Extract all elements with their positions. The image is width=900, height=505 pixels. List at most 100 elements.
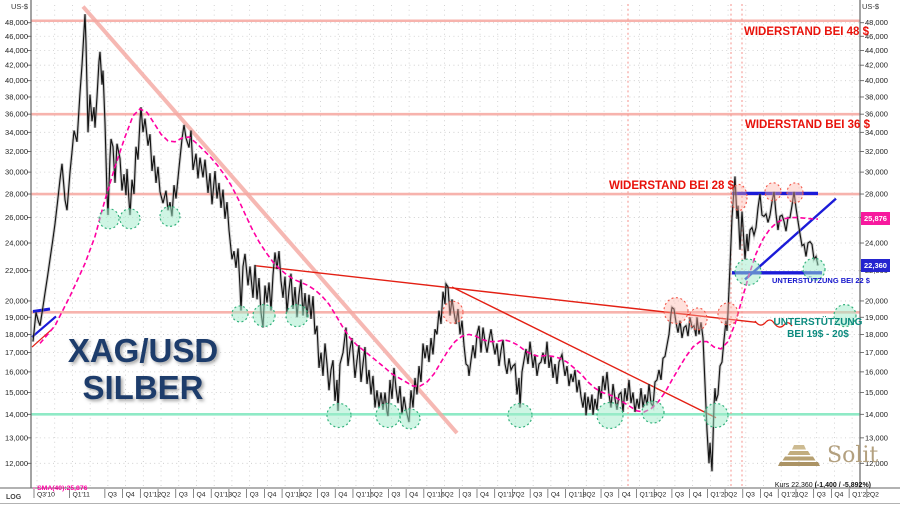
- support-19-20-label: UNTERSTÜTZUNG BEI 19$ - 20$: [773, 317, 863, 340]
- support-touch-circle: [399, 408, 421, 430]
- x-axis-label: Q2: [161, 492, 170, 499]
- support-touch-circle: [703, 402, 729, 429]
- top-touch-circle: [688, 307, 708, 331]
- x-axis-label: Q3: [604, 492, 613, 499]
- instrument-title-name: SILBER: [82, 369, 204, 406]
- y-axis-label-right: 17,000: [865, 348, 888, 357]
- top-touch-circle: [442, 300, 464, 324]
- y-axis-label-right: 34,000: [865, 128, 888, 137]
- x-axis-label: Q1'16: [427, 492, 445, 499]
- trendline-1: [254, 264, 757, 324]
- x-axis-label: Q2: [728, 492, 737, 499]
- x-axis-label: Q3: [108, 492, 117, 499]
- y-axis-label-left: 36,000: [5, 110, 28, 119]
- y-axis-label-right: 20,000: [865, 296, 888, 305]
- x-axis-label: Q1'13: [214, 492, 232, 499]
- top-touch-circle: [717, 302, 739, 326]
- solit-wordmark: Solit: [827, 442, 879, 468]
- x-axis-label: Q1'19: [639, 492, 657, 499]
- trendline-squiggle: [754, 319, 793, 328]
- x-axis-label: Q1'14: [285, 492, 303, 499]
- support-touch-circle: [231, 305, 249, 323]
- y-axis-label-right: 18,000: [865, 330, 888, 339]
- x-axis-label: Q3: [250, 492, 259, 499]
- y-axis-label-right: 42,000: [865, 61, 888, 70]
- quote-line: Kurs 22,360 (-1,400 / -5,892%): [775, 482, 871, 489]
- currency-label-right: US-$: [862, 2, 880, 11]
- top-touch-circle: [764, 182, 782, 202]
- x-axis-label: Q1'20: [710, 492, 728, 499]
- trendline-7: [31, 315, 57, 338]
- x-axis-label: Q4: [622, 492, 631, 499]
- support-touch-circle: [285, 303, 309, 328]
- instrument-title-symbol: XAG/USD: [67, 332, 219, 369]
- resistance-36-label: WIDERSTAND BEI 36 $: [745, 119, 871, 131]
- sma-path: [39, 107, 819, 413]
- x-axis-label: Q2: [445, 492, 454, 499]
- y-axis-label-left: 22,000: [5, 266, 28, 275]
- y-axis-label-left: 28,000: [5, 190, 28, 199]
- y-axis-label-right: 15,000: [865, 388, 888, 397]
- x-axis-label: Q2: [303, 492, 312, 499]
- x-axis-label: Q2: [586, 492, 595, 499]
- support-touch-circle: [734, 258, 762, 286]
- y-axis-label-left: 48,000: [5, 18, 28, 27]
- x-axis-label: Q2: [657, 492, 666, 499]
- resistance-28-label: WIDERSTAND BEI 28 $: [609, 180, 735, 192]
- x-axis-label: Q4: [409, 492, 418, 499]
- x-axis-label: Q1'22: [852, 492, 870, 499]
- y-axis-label-right: 38,000: [865, 92, 888, 101]
- support-touch-circle: [802, 257, 826, 281]
- y-axis-label-left: 19,000: [5, 313, 28, 322]
- x-axis-label: Q4: [764, 492, 773, 499]
- y-axis-label-right: 12,000: [865, 459, 888, 468]
- y-axis-label-right: 46,000: [865, 32, 888, 41]
- instrument-title: XAG/USD SILBER: [52, 332, 234, 406]
- y-axis-label-left: 26,000: [5, 213, 28, 222]
- x-axis-label: Q3: [179, 492, 188, 499]
- top-touch-circle: [786, 182, 804, 204]
- support-touch-circle: [98, 208, 120, 230]
- x-axis-label: Q2: [870, 492, 879, 499]
- y-axis-label-left: 17,000: [5, 348, 28, 357]
- y-axis-label-left: 12,000: [5, 459, 28, 468]
- x-axis-label: Q4: [338, 492, 347, 499]
- x-axis-label: Q4: [551, 492, 560, 499]
- trendline-6: [32, 307, 51, 313]
- y-axis-label-right: 14,000: [865, 410, 888, 419]
- y-axis-label-left: 38,000: [5, 92, 28, 101]
- y-axis-label-right: 16,000: [865, 367, 888, 376]
- y-axis-label-left: 14,000: [5, 410, 28, 419]
- support-touch-circle: [159, 205, 181, 227]
- x-axis-label: Q1'12: [143, 492, 161, 499]
- x-axis-label: Q1'21: [781, 492, 799, 499]
- y-axis-label-right: 19,000: [865, 313, 888, 322]
- y-axis-label-right: 24,000: [865, 239, 888, 248]
- top-touch-circle: [663, 297, 689, 325]
- y-axis-label-left: 16,000: [5, 367, 28, 376]
- x-axis-label: Q2: [232, 492, 241, 499]
- y-axis-label-right: 28,000: [865, 190, 888, 199]
- x-axis-label: Q1'17: [498, 492, 516, 499]
- solit-logo: Solit: [777, 442, 878, 468]
- y-axis-label-left: 18,000: [5, 330, 28, 339]
- y-axis-label-left: 13,000: [5, 433, 28, 442]
- y-axis-label-right: 13,000: [865, 433, 888, 442]
- x-axis-label: Q3: [533, 492, 542, 499]
- x-axis-label: Q3: [391, 492, 400, 499]
- trendline-3: [744, 197, 837, 281]
- x-axis-label: Q4: [834, 492, 843, 499]
- y-axis-label-right: 32,000: [865, 147, 888, 156]
- support-22-label: UNTERSTÜTZUNG BEI 22 $: [772, 276, 870, 285]
- log-scale-label: LOG: [6, 494, 22, 501]
- y-axis-label-left: 46,000: [5, 32, 28, 41]
- trendline-8: [31, 328, 53, 348]
- y-axis-label-left: 44,000: [5, 46, 28, 55]
- x-axis-label: Q2: [374, 492, 383, 499]
- y-axis-label-left: 34,000: [5, 128, 28, 137]
- y-axis-label-left: 20,000: [5, 296, 28, 305]
- last-price-tag: 22,360: [861, 259, 890, 272]
- x-axis-label: Q3: [817, 492, 826, 499]
